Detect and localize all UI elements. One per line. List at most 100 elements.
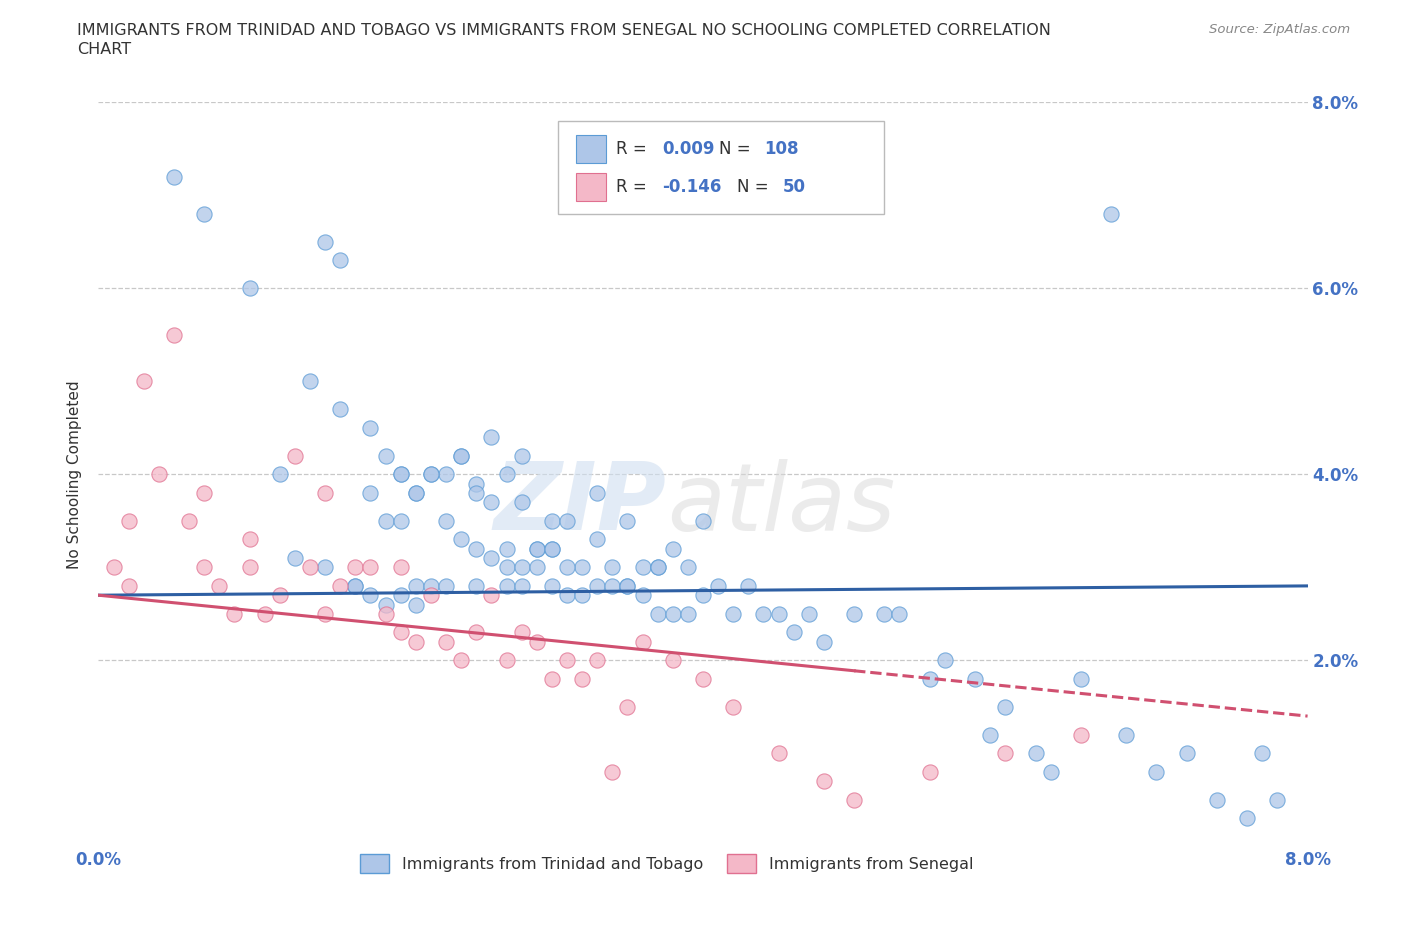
Point bbox=[873, 606, 896, 621]
Point bbox=[314, 560, 336, 575]
Point bbox=[434, 634, 457, 649]
Point bbox=[179, 513, 201, 528]
Point bbox=[723, 699, 745, 714]
Point bbox=[329, 253, 352, 268]
Point bbox=[420, 588, 443, 603]
Point bbox=[374, 597, 396, 612]
Point bbox=[1115, 727, 1137, 742]
Point bbox=[239, 560, 262, 575]
Point bbox=[692, 671, 714, 686]
Point bbox=[510, 560, 533, 575]
Point bbox=[1039, 764, 1062, 779]
Point bbox=[239, 532, 262, 547]
Point bbox=[510, 578, 533, 593]
Point bbox=[1267, 792, 1289, 807]
Point bbox=[465, 485, 488, 500]
Text: atlas: atlas bbox=[666, 458, 896, 550]
Point bbox=[555, 560, 578, 575]
Point bbox=[965, 671, 987, 686]
Point bbox=[360, 485, 382, 500]
Point bbox=[450, 448, 472, 463]
Point bbox=[269, 588, 291, 603]
Text: CHART: CHART bbox=[77, 42, 131, 57]
Point bbox=[616, 578, 638, 593]
Point bbox=[797, 606, 820, 621]
Point bbox=[616, 699, 638, 714]
Point bbox=[434, 467, 457, 482]
Point bbox=[1175, 746, 1198, 761]
Point bbox=[405, 485, 427, 500]
Point bbox=[813, 634, 835, 649]
Point bbox=[481, 495, 503, 510]
Point bbox=[616, 513, 638, 528]
Point bbox=[631, 588, 654, 603]
Point bbox=[465, 541, 488, 556]
Point bbox=[284, 448, 307, 463]
Point bbox=[555, 653, 578, 668]
Point bbox=[148, 467, 170, 482]
Point bbox=[163, 327, 186, 342]
Point bbox=[299, 374, 322, 389]
Point bbox=[118, 513, 141, 528]
Point bbox=[661, 606, 683, 621]
FancyBboxPatch shape bbox=[558, 121, 884, 214]
Point bbox=[1070, 671, 1092, 686]
Point bbox=[374, 606, 396, 621]
Point bbox=[420, 467, 443, 482]
Point bbox=[676, 560, 699, 575]
Point bbox=[374, 513, 396, 528]
Text: IMMIGRANTS FROM TRINIDAD AND TOBAGO VS IMMIGRANTS FROM SENEGAL NO SCHOOLING COMP: IMMIGRANTS FROM TRINIDAD AND TOBAGO VS I… bbox=[77, 23, 1052, 38]
Point bbox=[1070, 727, 1092, 742]
Point bbox=[193, 485, 215, 500]
Point bbox=[405, 485, 427, 500]
Bar bbox=[576, 173, 606, 201]
Point bbox=[631, 560, 654, 575]
Point bbox=[813, 774, 835, 789]
Point bbox=[510, 625, 533, 640]
Point bbox=[208, 578, 231, 593]
Point bbox=[465, 476, 488, 491]
Point bbox=[434, 578, 457, 593]
Point bbox=[495, 653, 517, 668]
Point bbox=[329, 578, 352, 593]
Point bbox=[647, 606, 669, 621]
Text: 0.009: 0.009 bbox=[662, 140, 714, 158]
Point bbox=[405, 597, 427, 612]
Point bbox=[329, 402, 352, 417]
Point bbox=[481, 551, 503, 565]
Point bbox=[918, 671, 941, 686]
Text: N =: N = bbox=[737, 179, 769, 196]
Point bbox=[661, 653, 683, 668]
Point bbox=[692, 513, 714, 528]
Point bbox=[994, 699, 1017, 714]
Point bbox=[586, 653, 609, 668]
Point bbox=[224, 606, 246, 621]
Point bbox=[586, 485, 609, 500]
Point bbox=[253, 606, 276, 621]
Text: R =: R = bbox=[616, 140, 647, 158]
Point bbox=[540, 541, 562, 556]
Point bbox=[163, 169, 186, 184]
Point bbox=[737, 578, 759, 593]
Point bbox=[389, 513, 412, 528]
Point bbox=[647, 560, 669, 575]
Text: 50: 50 bbox=[783, 179, 806, 196]
Point bbox=[1236, 811, 1258, 826]
Point bbox=[723, 606, 745, 621]
Point bbox=[434, 513, 457, 528]
Point bbox=[676, 606, 699, 621]
Y-axis label: No Schooling Completed: No Schooling Completed bbox=[67, 380, 83, 568]
Point bbox=[239, 281, 262, 296]
Point bbox=[555, 513, 578, 528]
Text: Source: ZipAtlas.com: Source: ZipAtlas.com bbox=[1209, 23, 1350, 36]
Point bbox=[314, 606, 336, 621]
Point bbox=[918, 764, 941, 779]
Point bbox=[1146, 764, 1168, 779]
Point bbox=[602, 578, 624, 593]
Point bbox=[344, 560, 367, 575]
Point bbox=[389, 588, 412, 603]
Point bbox=[495, 467, 517, 482]
Point bbox=[118, 578, 141, 593]
Point bbox=[844, 606, 866, 621]
Point bbox=[420, 578, 443, 593]
